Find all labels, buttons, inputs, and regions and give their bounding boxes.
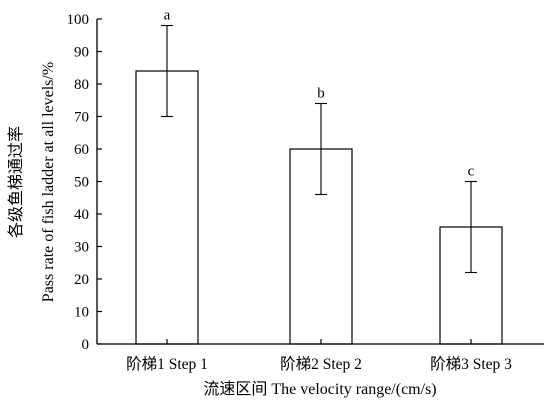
y-tick-label: 50 bbox=[74, 175, 89, 191]
error-bars-group bbox=[161, 24, 477, 274]
y-axis-title-english: Pass rate of fish ladder at all levels/% bbox=[40, 62, 57, 302]
significance-label: b bbox=[317, 86, 325, 102]
y-tick-label: 100 bbox=[67, 12, 90, 28]
y-axis-title-group: 各级鱼梯通过率 Pass rate of fish ladder at all … bbox=[7, 62, 57, 302]
bars-group bbox=[135, 70, 503, 345]
significance-labels-group: a b c bbox=[164, 8, 475, 180]
significance-label: c bbox=[468, 164, 475, 180]
x-axis-title: 流速区间 The velocity range/(cm/s) bbox=[203, 380, 436, 398]
x-category-label: 阶梯2 Step 2 bbox=[280, 355, 362, 373]
y-tick-label: 60 bbox=[74, 142, 89, 158]
x-category-label: 阶梯3 Step 3 bbox=[430, 355, 512, 373]
y-tick-label: 40 bbox=[74, 207, 89, 223]
y-tick-label: 10 bbox=[74, 305, 89, 321]
x-category-label: 阶梯1 Step 1 bbox=[126, 355, 208, 373]
y-tick-label: 90 bbox=[74, 45, 89, 61]
significance-label: a bbox=[164, 8, 171, 24]
y-tick-label: 30 bbox=[74, 240, 89, 256]
y-tick-label: 80 bbox=[74, 77, 89, 93]
y-tick-label: 70 bbox=[74, 110, 89, 126]
y-axis-ticks: 0 10 20 30 40 50 60 70 80 90 100 bbox=[67, 12, 102, 353]
x-axis-category-labels: 阶梯1 Step 1 阶梯2 Step 2 阶梯3 Step 3 bbox=[126, 339, 512, 373]
y-axis-title-chinese: 各级鱼梯通过率 bbox=[7, 126, 25, 238]
y-tick-label: 20 bbox=[74, 272, 89, 288]
y-tick-label: 0 bbox=[82, 337, 90, 353]
